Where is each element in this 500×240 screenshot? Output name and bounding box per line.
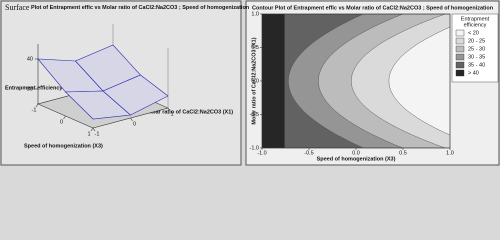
x-tick-label: -1 [32, 107, 37, 113]
y-tick [92, 127, 96, 132]
contour-regions [288, 14, 450, 148]
x-axis-label: Speed of homogenization (X3) [317, 156, 396, 162]
surface-title-lead: Surface [5, 3, 30, 12]
y-tick-label: 1.0 [251, 11, 259, 17]
x-tick-label: -1.0 [257, 150, 266, 156]
legend-label: > 40 [468, 70, 479, 76]
z-axis-label: Entrapment efficiency [5, 85, 63, 91]
legend-swatch [455, 29, 465, 37]
y-tick-label: 1 [170, 111, 173, 117]
legend-swatch [455, 45, 465, 53]
legend-label: < 20 [468, 30, 479, 36]
x-tick-label: 1.0 [446, 150, 454, 156]
y-tick-label: 0.0 [251, 78, 259, 84]
surface-patch [102, 74, 169, 116]
x-tick-label: 0 [60, 119, 63, 125]
x-tick [90, 127, 94, 132]
y-tick-label: 0 [133, 121, 136, 127]
legend-title: efficiency [464, 22, 487, 28]
surface-title-text: Plot of Entrapment effic vs Molar ratio … [31, 5, 250, 11]
legend-label: 25 - 30 [468, 46, 485, 52]
x-tick-label: 1 [87, 131, 90, 137]
y-axis-label: Molar ratio of CaCl2:Na2CO3 (X1) [146, 109, 233, 115]
surface-title: Surface Plot of Entrapment effic vs Mola… [5, 3, 250, 12]
figure: Surface Plot of Entrapment effic vs Mola… [0, 0, 500, 166]
y-axis-label: Molar ratio of CaCl2:Na2CO3 (X1) [251, 37, 257, 124]
page: Surface Plot of Entrapment effic vs Mola… [0, 0, 500, 166]
legend-swatch [455, 69, 465, 77]
x-tick [63, 115, 66, 120]
y-tick [130, 117, 133, 122]
contour-region [388, 26, 450, 136]
legend-label: 35 - 40 [468, 62, 485, 68]
contour-title: Contour Plot of Entrapment effic vs Mola… [252, 5, 494, 11]
y-tick-label: -1.0 [250, 145, 259, 151]
legend-swatch [455, 53, 465, 61]
contour-region [262, 14, 285, 148]
y-tick-label: -1 [95, 131, 100, 137]
legend-title: Entrapment [461, 16, 490, 22]
legend-label: 30 - 35 [468, 54, 485, 60]
y-tick [167, 107, 171, 112]
x-tick-label: -0.5 [304, 150, 313, 156]
z-tick-label: 30 [27, 86, 33, 92]
z-tick-label: 40 [27, 56, 33, 62]
legend-swatch [455, 37, 465, 45]
y-tick-label: 0.5 [251, 45, 259, 51]
x-tick [35, 103, 39, 108]
x-axis-label: Speed of homogenization (X3) [24, 143, 103, 149]
legend-swatch [455, 61, 465, 69]
x-tick-label: 0.5 [399, 150, 407, 156]
x-tick-label: 0.0 [352, 150, 360, 156]
legend-label: 20 - 25 [468, 38, 485, 44]
y-tick-label: -0.5 [250, 112, 259, 118]
